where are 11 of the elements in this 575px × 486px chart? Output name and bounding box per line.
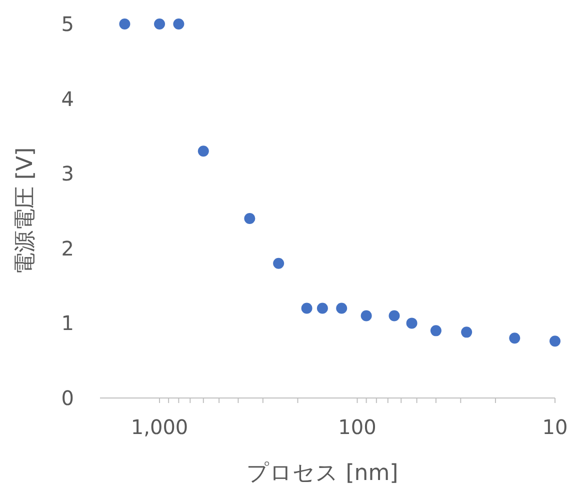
xtick: 100 — [338, 415, 376, 439]
xlabel: プロセス [nm] — [246, 461, 398, 486]
ylabel: 電源電圧 [V] — [13, 147, 38, 275]
ytick: 4 — [61, 86, 74, 111]
xtick: 10 — [542, 415, 568, 439]
ytick: 3 — [61, 162, 74, 186]
ytick: 0 — [61, 386, 74, 410]
ytick: 1 — [61, 311, 74, 336]
xtick: 1,000 — [130, 415, 188, 439]
ytick: 2 — [61, 236, 74, 260]
ytick: 5 — [61, 12, 74, 36]
